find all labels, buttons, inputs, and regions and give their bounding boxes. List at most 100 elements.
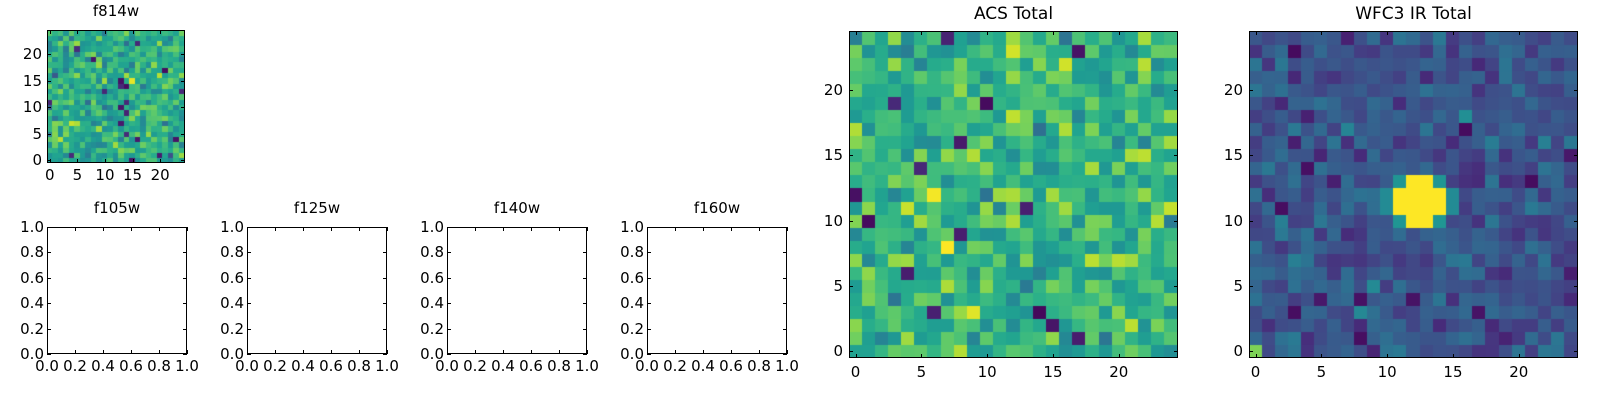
x-tick-label: 0 — [850, 363, 861, 381]
x-tick-mark — [921, 354, 923, 358]
axes-f125w[interactable] — [247, 227, 387, 354]
x-tick-label: 0.0 — [435, 357, 459, 375]
y-tick-mark-right — [1574, 286, 1578, 288]
panel-title-f125w: f125w — [293, 199, 341, 217]
y-tick-label: 0.0 — [420, 345, 444, 363]
y-tick-label: 10 — [22, 98, 42, 117]
y-tick-label: 0.4 — [20, 294, 44, 313]
x-tick-mark-top — [503, 227, 504, 231]
x-tick-mark — [275, 350, 276, 354]
x-tick-label: 0.6 — [519, 357, 543, 375]
x-tick-mark — [159, 350, 160, 354]
y-tick-label: 0.2 — [620, 319, 644, 338]
heatmap-acs-total — [849, 31, 1178, 358]
axes-acs-total[interactable] — [849, 31, 1178, 358]
y-tick-label: 1.0 — [620, 218, 644, 236]
x-tick-label: 0.4 — [291, 357, 315, 375]
y-tick-mark — [647, 354, 651, 355]
x-tick-mark — [303, 350, 304, 354]
x-tick-mark — [559, 350, 560, 354]
y-tick-mark — [849, 220, 853, 222]
x-tick-mark-top — [103, 227, 104, 231]
y-tick-label: 0.0 — [620, 345, 644, 363]
y-tick-label: 0.4 — [620, 294, 644, 313]
x-tick-mark — [187, 350, 188, 354]
y-tick-mark-right — [383, 354, 387, 355]
y-tick-label: 0.2 — [420, 319, 444, 338]
y-tick-mark — [47, 107, 51, 109]
x-tick-mark — [531, 350, 532, 354]
x-tick-mark — [759, 350, 760, 354]
x-tick-mark-top — [1118, 31, 1120, 35]
x-tick-label: 1.0 — [175, 357, 199, 375]
x-tick-mark-top — [77, 30, 79, 34]
y-tick-mark — [47, 252, 51, 254]
y-tick-mark — [447, 328, 451, 330]
y-tick-label: 0.6 — [620, 268, 644, 287]
y-tick-mark — [47, 53, 51, 55]
x-tick-mark-top — [855, 31, 857, 35]
y-tick-mark-right — [181, 133, 185, 135]
y-tick-label: 1.0 — [420, 218, 444, 236]
y-tick-label: 0.2 — [20, 319, 44, 338]
y-tick-mark — [47, 303, 51, 305]
y-tick-mark — [247, 354, 251, 355]
axes-f814w[interactable] — [47, 30, 185, 163]
x-tick-label: 0.4 — [491, 357, 515, 375]
y-tick-mark-right — [1574, 155, 1578, 157]
x-tick-mark-top — [1452, 31, 1454, 35]
y-tick-mark-right — [181, 80, 185, 82]
y-tick-mark — [447, 354, 451, 355]
x-tick-mark — [387, 350, 388, 354]
y-tick-mark-right — [1574, 220, 1578, 222]
y-tick-mark-right — [181, 160, 185, 162]
y-tick-mark-right — [1574, 351, 1578, 353]
y-tick-label: 20 — [1223, 80, 1243, 99]
x-tick-mark-top — [587, 227, 588, 231]
x-tick-mark — [787, 350, 788, 354]
axes-f105w[interactable] — [47, 227, 187, 354]
x-tick-label: 0.0 — [635, 357, 659, 375]
y-tick-label: 10 — [1223, 211, 1243, 230]
x-tick-mark — [731, 350, 732, 354]
y-tick-mark — [47, 277, 51, 279]
y-tick-mark — [1249, 286, 1253, 288]
y-tick-label: 0.6 — [20, 268, 44, 287]
x-tick-mark-top — [559, 227, 560, 231]
x-tick-mark-top — [104, 30, 106, 34]
x-tick-label: 1.0 — [775, 357, 799, 375]
y-tick-mark — [647, 303, 651, 305]
x-tick-label: 0.2 — [263, 357, 287, 375]
y-tick-label: 0.0 — [220, 345, 244, 363]
y-tick-mark — [849, 89, 853, 91]
y-tick-label: 0.8 — [220, 243, 244, 262]
y-tick-label: 0.8 — [20, 243, 44, 262]
x-tick-label: 0.8 — [547, 357, 571, 375]
y-tick-mark-right — [583, 354, 587, 355]
x-tick-mark-top — [675, 227, 676, 231]
panel-title-f105w: f105w — [93, 199, 141, 217]
x-tick-label: 15 — [1043, 363, 1063, 381]
x-tick-label: 0.8 — [347, 357, 371, 375]
panel-title-f160w: f160w — [693, 199, 741, 217]
x-tick-mark — [475, 350, 476, 354]
x-tick-mark-top — [1518, 31, 1520, 35]
x-tick-label: 0.2 — [463, 357, 487, 375]
x-tick-mark-top — [132, 30, 134, 34]
y-tick-mark-right — [181, 53, 185, 55]
y-tick-mark-right — [1174, 220, 1178, 222]
x-tick-mark — [77, 159, 79, 163]
x-tick-label: 0.6 — [119, 357, 143, 375]
y-tick-label: 0.6 — [220, 268, 244, 287]
x-tick-mark — [1052, 354, 1054, 358]
axes-f160w[interactable] — [647, 227, 787, 354]
y-tick-mark-right — [1174, 286, 1178, 288]
y-tick-label: 15 — [22, 71, 42, 90]
x-tick-mark-top — [159, 227, 160, 231]
x-tick-label: 0.0 — [35, 357, 59, 375]
y-tick-label: 5 — [833, 277, 843, 296]
axes-wfc3-ir-total[interactable] — [1249, 31, 1578, 358]
x-tick-mark-top — [303, 227, 304, 231]
axes-f140w[interactable] — [447, 227, 587, 354]
